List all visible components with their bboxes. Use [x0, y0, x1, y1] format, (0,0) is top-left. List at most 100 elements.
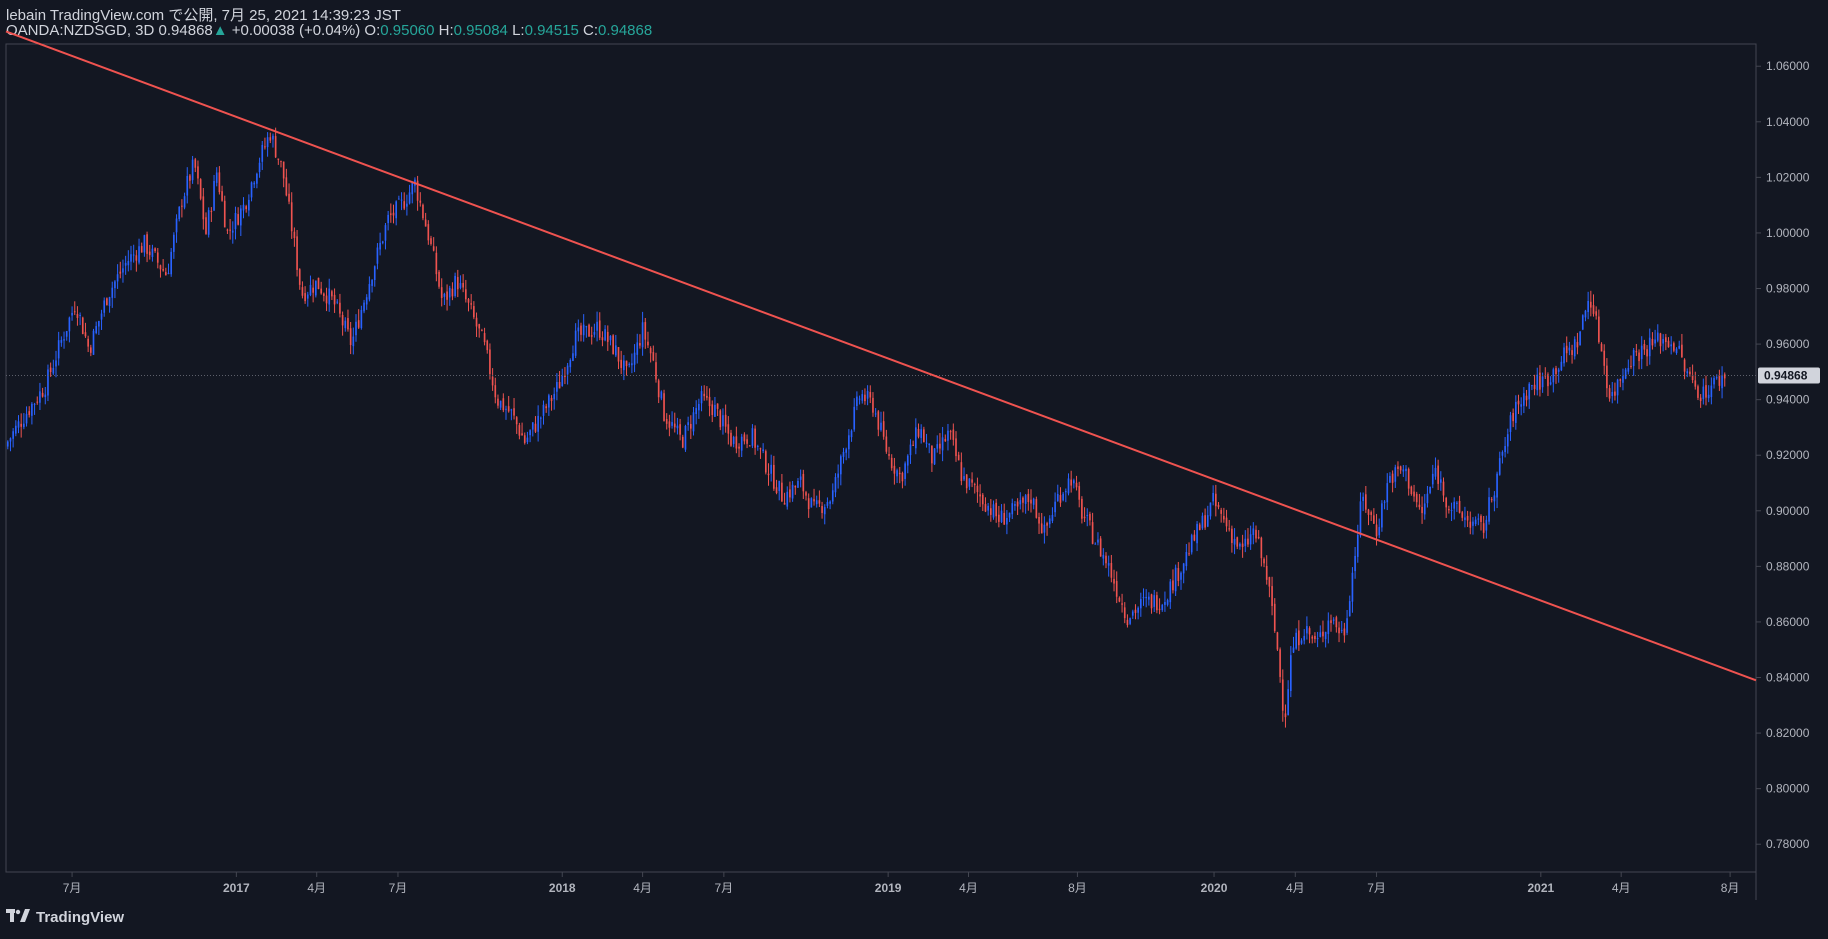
- candle-body: [805, 492, 807, 496]
- price-axis[interactable]: 1.06000 1.04000 1.02000 1.00000 0.98000 0.960…: [1756, 59, 1810, 851]
- candle-body: [1249, 534, 1252, 545]
- candle-body: [998, 514, 1000, 522]
- candle-body: [759, 448, 762, 450]
- candle-body: [368, 284, 371, 300]
- candle-body: [1681, 344, 1683, 358]
- candle-body: [1533, 384, 1536, 390]
- tradingview-branding[interactable]: TradingView: [6, 909, 124, 926]
- candle-body: [499, 400, 502, 408]
- candle-body: [1367, 509, 1370, 515]
- candle-body: [1421, 506, 1423, 514]
- candle-body: [1188, 553, 1190, 555]
- candle-body: [395, 201, 398, 219]
- candle-body: [1405, 468, 1407, 472]
- candle-body: [1322, 631, 1324, 637]
- candle-body: [1646, 349, 1648, 357]
- candle-body: [1081, 498, 1083, 519]
- candle-body: [802, 473, 805, 492]
- candle-body: [1472, 521, 1474, 526]
- candle-body: [1263, 558, 1265, 564]
- candle-body: [510, 409, 513, 411]
- candle-body: [325, 295, 328, 304]
- candle-body: [566, 365, 569, 375]
- candle-body: [1340, 630, 1343, 632]
- time-axis[interactable]: 7月 2017 4月 7月 2018 4月 7月 2019 4月 8月 2020 4月 7月 2021 4月…: [63, 872, 1740, 895]
- candle-body: [1070, 479, 1073, 486]
- candle-body: [671, 422, 673, 426]
- candle-body: [872, 397, 874, 413]
- candle-body: [778, 480, 781, 492]
- candle-body: [1635, 351, 1638, 353]
- candle-body: [1437, 465, 1439, 484]
- candle-body: [186, 175, 189, 196]
- candle-body: [357, 320, 360, 328]
- time-tick-label: 4月: [959, 881, 978, 895]
- candle-body: [786, 491, 789, 507]
- candle-body: [106, 298, 108, 305]
- candle-body: [1464, 517, 1466, 520]
- candle-body: [939, 443, 941, 449]
- candle-body: [1268, 577, 1271, 587]
- candle-body: [1314, 635, 1316, 640]
- candle-body: [1600, 343, 1603, 352]
- candle-body: [754, 428, 756, 448]
- candle-body: [1019, 500, 1022, 505]
- candle-body: [1710, 385, 1713, 398]
- candle-body: [912, 444, 914, 446]
- candle-body: [1670, 344, 1673, 347]
- candle-body: [159, 265, 162, 270]
- candle-body: [689, 424, 692, 429]
- candle-body: [138, 246, 140, 263]
- candle-body: [1115, 581, 1118, 597]
- candle-body: [1113, 578, 1115, 584]
- time-tick-label: 2018: [549, 881, 576, 895]
- candle-body: [842, 451, 845, 457]
- candle-body: [328, 288, 331, 305]
- candle-body: [711, 404, 714, 415]
- candle-body: [1694, 380, 1697, 387]
- symbol-label[interactable]: OANDA:NZDSGD, 3D: [6, 22, 155, 39]
- candle-body: [1697, 386, 1699, 398]
- candle-body: [427, 224, 430, 241]
- candle-body: [834, 477, 837, 493]
- price-tick-label: 1.06000: [1766, 59, 1810, 73]
- candle-body: [1627, 367, 1630, 372]
- candle-body: [349, 328, 352, 346]
- candle-body: [20, 423, 23, 427]
- trendline[interactable]: [5, 30, 1757, 682]
- candle-body: [130, 254, 132, 262]
- candle-body: [148, 251, 151, 256]
- candle-body: [936, 444, 939, 449]
- candle-body: [1252, 528, 1255, 536]
- candle-body: [968, 478, 971, 487]
- candle-body: [28, 411, 31, 415]
- candle-body: [614, 345, 617, 356]
- candle-body: [531, 422, 534, 430]
- candle-body: [98, 320, 100, 327]
- candle-body: [264, 146, 266, 148]
- candle-body: [1442, 481, 1445, 496]
- candle-body: [218, 172, 221, 193]
- candle-body: [87, 338, 89, 347]
- candle-body: [703, 393, 706, 397]
- candle-body: [416, 180, 419, 201]
- candle-body: [1485, 519, 1488, 531]
- candle-body: [1434, 467, 1437, 477]
- time-tick-label: 7月: [389, 881, 408, 895]
- candle-body: [928, 443, 931, 446]
- candle-body: [1576, 341, 1579, 348]
- candle-body: [231, 230, 234, 233]
- candle-body: [65, 331, 68, 337]
- candle-body: [727, 424, 730, 434]
- candle-body: [389, 213, 392, 215]
- candle-body: [79, 315, 81, 317]
- candle-body: [1287, 689, 1289, 715]
- candle-body: [68, 317, 71, 332]
- price-tick-label: 0.84000: [1766, 671, 1810, 685]
- candle-body: [459, 283, 462, 288]
- last-price-axis-label: 0.94868: [1764, 369, 1808, 383]
- time-tick-label: 7月: [63, 881, 82, 895]
- candle-body: [178, 206, 181, 220]
- candle-body: [933, 448, 936, 465]
